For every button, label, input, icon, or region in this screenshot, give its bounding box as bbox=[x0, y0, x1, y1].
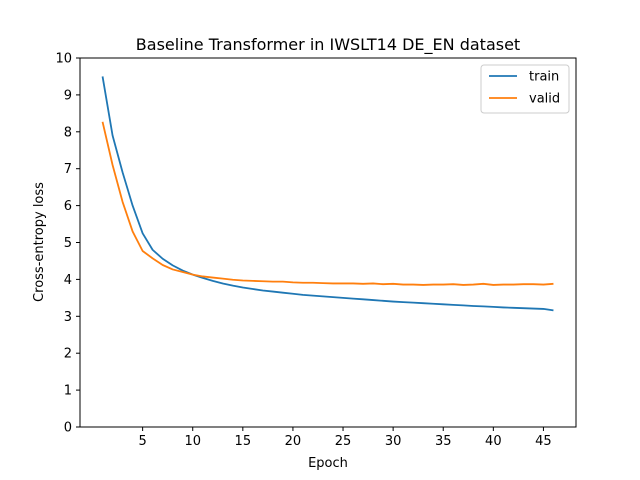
x-tick-label: 35 bbox=[435, 434, 452, 449]
legend-box bbox=[480, 64, 570, 114]
y-tick-label: 9 bbox=[64, 88, 72, 103]
x-tick-label: 45 bbox=[535, 434, 552, 449]
y-tick-label: 0 bbox=[64, 421, 72, 436]
y-tick-label: 10 bbox=[55, 52, 72, 67]
y-tick-label: 8 bbox=[64, 125, 72, 140]
plot-area bbox=[101, 76, 554, 312]
y-tick-label: 6 bbox=[64, 199, 72, 214]
y-tick-label: 3 bbox=[64, 310, 72, 325]
chart-title: Baseline Transformer in IWSLT14 DE_EN da… bbox=[136, 35, 520, 55]
x-tick-label: 40 bbox=[485, 434, 502, 449]
y-tick-label: 1 bbox=[64, 384, 72, 399]
x-tick-label: 30 bbox=[385, 434, 402, 449]
legend: train valid bbox=[480, 64, 570, 114]
x-tick-label: 25 bbox=[335, 434, 352, 449]
y-axis-label: Cross-entropy loss bbox=[32, 182, 47, 302]
x-tick-label: 5 bbox=[138, 434, 146, 449]
legend-label-train: train bbox=[529, 70, 559, 85]
series-line-train bbox=[101, 76, 554, 312]
x-tick-label: 20 bbox=[285, 434, 302, 449]
series-line-valid bbox=[101, 121, 554, 286]
y-tick-label: 4 bbox=[64, 273, 72, 288]
legend-label-valid: valid bbox=[529, 92, 560, 107]
x-axis-label: Epoch bbox=[308, 456, 348, 471]
x-tick-label: 10 bbox=[184, 434, 201, 449]
y-tick-label: 5 bbox=[64, 236, 72, 251]
x-tick-label: 15 bbox=[235, 434, 252, 449]
y-tick-label: 7 bbox=[64, 162, 72, 177]
y-tick-label: 2 bbox=[64, 347, 72, 362]
